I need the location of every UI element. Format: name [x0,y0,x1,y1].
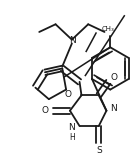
Text: H: H [69,133,75,142]
Text: N: N [110,104,116,113]
Text: N: N [69,36,76,45]
Text: O: O [111,73,118,82]
Text: O: O [42,106,48,115]
Text: CH₃: CH₃ [102,26,115,32]
Text: O: O [65,90,71,99]
Text: N: N [68,123,75,132]
Text: S: S [97,146,103,155]
